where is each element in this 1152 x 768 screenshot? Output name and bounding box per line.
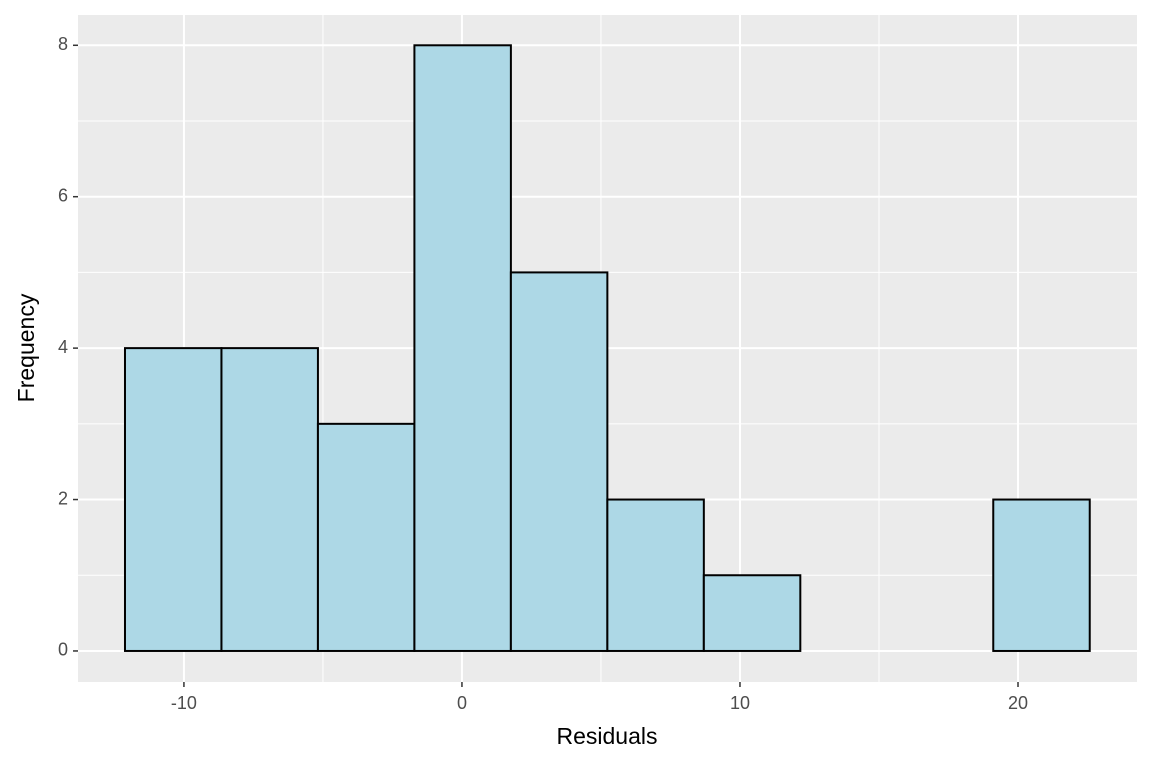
bar <box>413 44 512 652</box>
y-tick-label: 0 <box>58 640 68 660</box>
bar <box>702 574 802 652</box>
x-tick-label: 10 <box>730 693 750 713</box>
x-tick-label: -10 <box>171 693 197 713</box>
bar <box>606 498 705 652</box>
bar <box>992 498 1091 652</box>
y-tick-label: 2 <box>58 488 68 508</box>
bar <box>509 271 609 652</box>
bar <box>123 347 223 652</box>
y-tick-label: 8 <box>58 34 68 54</box>
bar <box>316 422 416 652</box>
y-tick-label: 4 <box>58 337 68 357</box>
x-axis-title: Residuals <box>557 723 658 749</box>
x-tick-label: 0 <box>457 693 467 713</box>
axes: -10 0 10 20 0 2 4 6 8 <box>58 34 1028 713</box>
bar <box>220 347 319 652</box>
bars <box>123 44 1091 652</box>
x-tick-label: 20 <box>1008 693 1028 713</box>
y-tick-label: 6 <box>58 185 68 205</box>
y-axis-title: Frequency <box>13 293 39 402</box>
